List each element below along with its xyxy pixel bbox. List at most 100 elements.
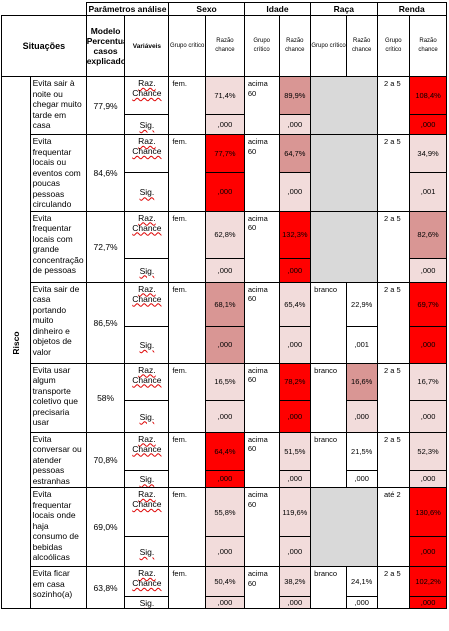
idade-group-cell: acima 60 [243, 431, 280, 488]
idade-raz-value: 89,9% [278, 76, 312, 115]
renda-sig-value: ,000 [409, 325, 447, 364]
header-grupo-sexo: Grupo crítico [168, 15, 207, 77]
var-raz-chance: Raz. Chance [124, 362, 170, 401]
var-raz-label: Raz. Chance [132, 433, 162, 454]
renda-raz-value: 82,6% [409, 210, 447, 259]
var-sig-label: Sig. [139, 340, 155, 350]
var-sig: Sig. [124, 257, 170, 283]
sexo-raz-value: 68,1% [205, 281, 245, 327]
raca-raz-value: 24,1% [345, 566, 378, 597]
sexo-group-cell: fem. [168, 76, 207, 135]
renda-raz-value: 34,9% [409, 133, 447, 174]
var-raz-chance: Raz. Chance [124, 76, 170, 115]
table-row: Risco Evita sair à noite ou chegar muito … [1, 76, 447, 609]
sexo-sig-value: ,000 [205, 536, 245, 567]
renda-group-cell: 2 a 5 [376, 76, 411, 135]
header-modelo: Modelo Percentual casos explicados [85, 15, 126, 77]
header-razao-sexo: Razão chance [205, 15, 245, 77]
situation-cell: Evita ficar em casa sozinho(a) [29, 566, 87, 609]
raca-empty-cell [310, 210, 378, 283]
var-sig: Sig. [124, 596, 170, 609]
table-row-sig: Sig. ,000 ,000 ,000 [2, 114, 447, 135]
header-sexo: Sexo [168, 2, 245, 16]
var-raz-label: Raz. Chance [132, 283, 162, 304]
table-row: Evita usar algum transporte coletivo que… [2, 362, 447, 433]
renda-sig-value: ,000 [409, 114, 447, 135]
table-row: Evita conversar ou atender pessoas estra… [2, 431, 447, 488]
header-variaveis: Variáveis [124, 15, 170, 77]
raca-sig-value: ,000 [345, 596, 378, 609]
sexo-group-cell: fem. [168, 487, 207, 567]
sexo-raz-value: 55,8% [205, 487, 245, 537]
renda-group-cell: 2 a 5 [376, 566, 411, 609]
var-raz-chance: Raz. Chance [124, 431, 170, 471]
var-raz-chance: Raz. Chance [124, 133, 170, 174]
sexo-sig-value: ,000 [205, 172, 245, 212]
var-raz-label: Raz. Chance [132, 568, 162, 588]
header-razao-renda: Razão chance [409, 15, 447, 77]
var-sig-label: Sig. [139, 474, 155, 485]
idade-raz-value: 78,2% [278, 362, 312, 401]
model-pct-cell: 77,9% [85, 76, 126, 135]
sexo-sig-value: ,000 [205, 257, 245, 283]
idade-sig-value: ,000 [278, 257, 312, 283]
table-row: Evita sair de casa portando muito dinhei… [2, 281, 447, 364]
odds-ratio-table: Parâmetros análise Sexo Idade Raça Renda… [1, 2, 447, 609]
raca-raz-value: 22,9% [345, 281, 378, 327]
var-sig-label: Sig. [139, 120, 155, 130]
sexo-raz-value: 64,4% [205, 431, 245, 471]
idade-group-cell: acima 60 [243, 566, 280, 609]
var-sig: Sig. [124, 536, 170, 567]
idade-raz-value: 38,2% [278, 566, 312, 597]
raca-group-cell: branco [310, 431, 347, 488]
renda-sig-value: ,000 [409, 469, 447, 489]
header-raca: Raça [310, 2, 378, 16]
idade-sig-value: ,000 [278, 536, 312, 567]
sexo-group-cell: fem. [168, 210, 207, 283]
renda-raz-value: 102,2% [409, 566, 447, 597]
header-row-sub: Situações Modelo Percentual casos explic… [1, 15, 447, 77]
table-row-sig: Sig. ,000 ,000 ,000 ,000 [2, 469, 447, 489]
var-sig: Sig. [124, 172, 170, 212]
renda-sig-value: ,000 [409, 399, 447, 433]
header-grupo-renda: Grupo crítico [376, 15, 411, 77]
situation-cell: Evita conversar ou atender pessoas estra… [29, 431, 87, 488]
sexo-group-cell: fem. [168, 362, 207, 433]
table-row-sig: Sig. ,000 ,000 ,001 [2, 172, 447, 212]
table-row-sig: Sig. ,000 ,000 ,000 ,000 [2, 596, 447, 609]
sexo-group-cell: fem. [168, 431, 207, 488]
idade-raz-value: 132,3% [278, 210, 312, 259]
sexo-sig-value: ,000 [205, 114, 245, 135]
sexo-group-cell: fem. [168, 566, 207, 609]
model-pct-cell: 70,8% [85, 431, 126, 488]
header-grupo-idade: Grupo crítico [243, 15, 280, 77]
var-raz-chance: Raz. Chance [124, 281, 170, 327]
idade-sig-value: ,000 [278, 325, 312, 364]
situation-cell: Evita sair de casa portando muito dinhei… [29, 281, 87, 364]
raca-raz-value: 16,6% [345, 362, 378, 401]
var-sig: Sig. [124, 325, 170, 364]
header-row-top: Parâmetros análise Sexo Idade Raça Renda [1, 2, 447, 16]
sexo-raz-value: 77,7% [205, 133, 245, 174]
sexo-sig-value: ,000 [205, 596, 245, 609]
var-sig-label: Sig. [139, 547, 155, 557]
table-row: Evita frequentar locais ou eventos com p… [2, 133, 447, 212]
var-raz-chance: Raz. Chance [124, 210, 170, 259]
header-grupo-raca: Grupo crítico [310, 15, 347, 77]
renda-raz-value: 130,6% [409, 487, 447, 537]
raca-sig-value: ,001 [345, 325, 378, 364]
category-label: Risco [10, 330, 21, 355]
idade-group-cell: acima 60 [243, 76, 280, 135]
sexo-raz-value: 62,8% [205, 210, 245, 259]
header-razao-raca: Razão chance [345, 15, 378, 77]
header-blank [1, 2, 87, 16]
model-pct-cell: 63,8% [85, 566, 126, 609]
raca-empty-cell [310, 134, 378, 212]
renda-group-cell: 2 a 5 [376, 362, 411, 433]
idade-group-cell: acima 60 [243, 362, 280, 433]
renda-sig-value: ,000 [409, 536, 447, 567]
idade-sig-value: ,000 [278, 172, 312, 212]
idade-group-cell: acima 60 [243, 210, 280, 283]
table-body: Risco Evita sair à noite ou chegar muito … [1, 76, 447, 609]
renda-group-cell: 2 a 5 [376, 134, 411, 212]
